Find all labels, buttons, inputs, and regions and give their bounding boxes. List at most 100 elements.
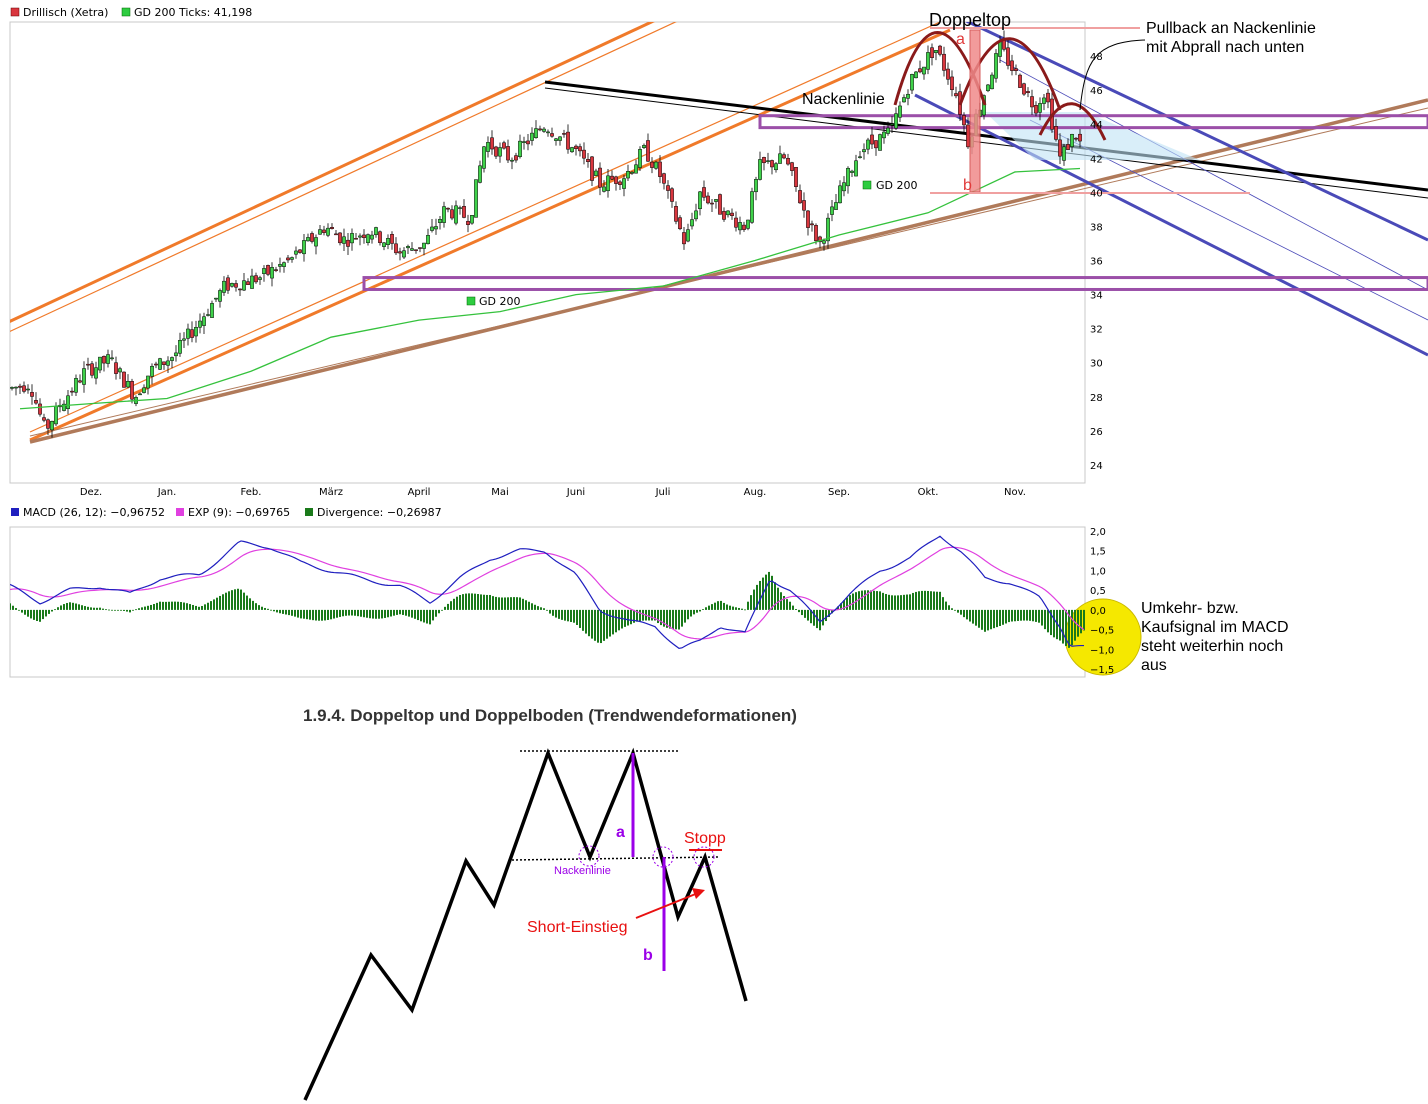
macd-histogram-bar — [795, 609, 797, 610]
candle-up — [738, 222, 742, 231]
macd-histogram-bar — [222, 594, 224, 610]
candle-down — [526, 140, 530, 145]
candle-down — [954, 93, 958, 97]
candle-down — [466, 220, 470, 225]
macd-histogram-bar — [66, 602, 68, 610]
macd-histogram-bar — [354, 609, 356, 616]
legend-divergence: Divergence: −0,26987 — [317, 506, 442, 519]
macd-histogram-bar — [735, 607, 737, 610]
macd-histogram-bar — [597, 609, 599, 643]
candle-up — [862, 149, 866, 153]
candle-up — [766, 160, 770, 162]
candle-down — [394, 243, 398, 254]
macd-histogram-bar — [285, 609, 287, 615]
macd-histogram-bar — [543, 608, 545, 610]
macd-histogram-bar — [732, 606, 734, 610]
macd-histogram-bar — [339, 609, 341, 617]
macd-y-tick-label: 0,0 — [1090, 606, 1106, 617]
candle-up — [170, 357, 174, 361]
candle-up — [214, 297, 218, 300]
candle-down — [646, 140, 650, 162]
legend-swatch-ma — [121, 7, 131, 17]
candle-up — [698, 191, 702, 210]
candle-down — [810, 223, 814, 226]
candle-down — [718, 194, 722, 215]
candle-up — [986, 84, 990, 92]
candle-down — [1014, 68, 1018, 72]
macd-histogram-bar — [333, 609, 335, 619]
candle-up — [758, 159, 762, 180]
candle-up — [118, 368, 122, 373]
candle-up — [846, 167, 850, 187]
candle-down — [234, 283, 238, 288]
macd-histogram-bar — [708, 605, 710, 610]
candle-down — [130, 381, 134, 400]
candle-up — [594, 170, 598, 176]
candle-up — [1070, 133, 1074, 147]
candle-up — [50, 421, 54, 431]
candle-down — [618, 181, 622, 185]
candle-up — [106, 354, 110, 364]
macd-histogram-bar — [387, 609, 389, 618]
macd-histogram-bar — [909, 594, 911, 610]
candle-up — [626, 171, 630, 179]
candle-down — [678, 217, 682, 230]
macd-histogram-bar — [525, 600, 527, 610]
candle-down — [238, 288, 242, 291]
macd-histogram-bar — [288, 609, 290, 616]
diagram-neckline — [511, 856, 721, 861]
candle-down — [734, 217, 738, 228]
macd-histogram-bar — [153, 603, 155, 610]
macd-histogram-bar — [840, 603, 842, 610]
macd-y-tick-label: −1,0 — [1090, 645, 1114, 656]
macd-histogram-bar — [408, 609, 410, 617]
orange-channel-upper — [10, 22, 655, 323]
black-neckline-thin — [544, 87, 1428, 199]
macd-histogram-bar — [219, 595, 221, 610]
macd-histogram-bar — [489, 594, 491, 610]
candle-up — [26, 388, 30, 391]
annotation-a: a — [956, 31, 965, 48]
macd-histogram-bar — [603, 609, 605, 641]
macd-histogram-bar — [99, 607, 101, 610]
macd-histogram-bar — [600, 609, 602, 644]
macd-histogram-bar — [243, 592, 245, 610]
macd-histogram-bar — [585, 609, 587, 634]
macd-histogram-bar — [879, 591, 881, 610]
macd-histogram-bar — [507, 597, 509, 610]
candle-up — [82, 368, 86, 385]
candle-up — [714, 199, 718, 202]
macd-histogram-bar — [399, 609, 401, 615]
macd-histogram-bar — [669, 609, 671, 629]
candle-up — [858, 156, 862, 158]
price-y-axis: 24 26 28 30 32 34 36 38 40 42 44 46 48 — [1090, 52, 1103, 472]
candle-down — [450, 209, 454, 219]
candle-down — [650, 161, 654, 168]
diagram-circle-pullback — [693, 846, 715, 868]
candle-down — [322, 229, 326, 233]
gd200-line — [19, 167, 1081, 410]
candle-up — [306, 237, 310, 242]
candle-down — [946, 68, 950, 80]
macd-histogram-bar — [177, 601, 179, 610]
macd-histogram-bar — [1062, 609, 1064, 644]
macd-histogram-bar — [561, 609, 563, 620]
macd-histogram-bar — [1077, 609, 1079, 637]
price-x-tick-label: Sep. — [828, 487, 850, 498]
macd-histogram-bar — [534, 604, 536, 610]
candle-down — [462, 206, 466, 218]
macd-histogram-bar — [744, 609, 746, 611]
macd-histogram-bar — [666, 609, 668, 628]
candle-up — [838, 185, 842, 204]
candle-up — [694, 210, 698, 220]
candle-down — [1066, 144, 1070, 150]
macd-histogram-bar — [126, 609, 128, 612]
macd-histogram-bar — [996, 609, 998, 628]
macd-histogram-bar — [471, 593, 473, 610]
macd-histogram-bar — [690, 609, 692, 617]
candle-up — [630, 171, 634, 174]
macd-histogram-bar — [801, 609, 803, 616]
legend-swatch-price — [10, 7, 20, 17]
candle-up — [642, 145, 646, 148]
macd-histogram-bar — [156, 602, 158, 610]
